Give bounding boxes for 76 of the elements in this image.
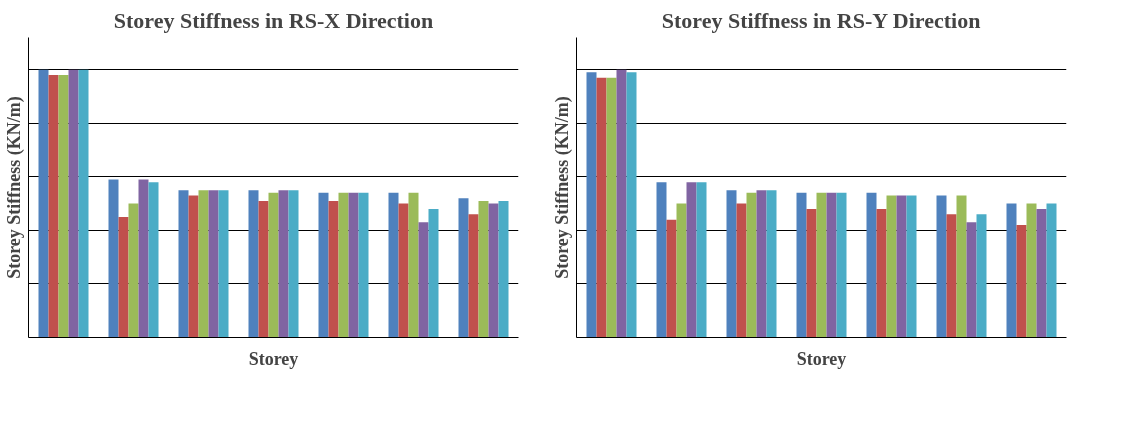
bar xyxy=(268,192,279,338)
bar xyxy=(1026,203,1037,338)
bar xyxy=(726,190,737,338)
bar xyxy=(586,72,597,338)
bar xyxy=(408,192,419,338)
bar xyxy=(1006,203,1017,338)
bar xyxy=(836,192,847,338)
bar xyxy=(1016,225,1027,338)
bar xyxy=(288,190,299,338)
bar xyxy=(756,190,767,338)
bar xyxy=(458,198,469,338)
bar xyxy=(118,216,129,338)
bar xyxy=(1046,203,1057,338)
bar xyxy=(1036,208,1047,338)
y-axis-title: Storey Stiffness (KN/m) xyxy=(551,96,573,279)
chart-title: Storey Stiffness in RS-Y Direction xyxy=(661,7,981,33)
bar xyxy=(198,190,209,338)
bar xyxy=(616,69,627,338)
bar xyxy=(896,195,907,338)
bar xyxy=(58,75,69,338)
bar xyxy=(428,208,439,338)
bar xyxy=(188,195,199,338)
bar xyxy=(258,200,269,338)
bar xyxy=(816,192,827,338)
bar xyxy=(696,182,707,338)
bar xyxy=(218,190,229,338)
x-axis-title: Storey xyxy=(796,348,847,369)
bar xyxy=(468,214,479,338)
bar xyxy=(388,192,399,338)
bar xyxy=(596,77,607,338)
bar xyxy=(398,203,409,338)
bar xyxy=(128,203,139,338)
bar xyxy=(48,75,59,338)
chart-title: Storey Stiffness in RS-X Direction xyxy=(113,7,434,33)
bar xyxy=(418,222,429,338)
bar xyxy=(686,182,697,338)
bar xyxy=(318,192,329,338)
bar xyxy=(796,192,807,338)
bar xyxy=(976,214,987,338)
bar xyxy=(866,192,877,338)
bar xyxy=(766,190,777,338)
bar xyxy=(498,200,509,338)
bar xyxy=(348,192,359,338)
bar xyxy=(148,182,159,338)
bar xyxy=(358,192,369,338)
bar xyxy=(338,192,349,338)
bar xyxy=(248,190,259,338)
bar xyxy=(656,182,667,338)
bar xyxy=(966,222,977,338)
bar xyxy=(886,195,897,338)
bar xyxy=(746,192,757,338)
bar xyxy=(278,190,289,338)
bar xyxy=(956,195,967,338)
bar xyxy=(626,72,637,338)
bar xyxy=(876,208,887,338)
bar xyxy=(38,69,49,338)
bar xyxy=(806,208,817,338)
bar xyxy=(208,190,219,338)
y-axis-title: Storey Stiffness (KN/m) xyxy=(3,96,25,279)
bar xyxy=(906,195,917,338)
bar xyxy=(666,219,677,338)
bar xyxy=(736,203,747,338)
bar xyxy=(946,214,957,338)
bar xyxy=(68,69,79,338)
bar xyxy=(826,192,837,338)
bar xyxy=(676,203,687,338)
bar xyxy=(138,179,149,338)
bar xyxy=(328,200,339,338)
bar xyxy=(488,203,499,338)
bar xyxy=(108,179,119,338)
bar xyxy=(78,69,89,338)
bar xyxy=(606,77,617,338)
bar xyxy=(936,195,947,338)
x-axis-title: Storey xyxy=(248,348,299,369)
bar xyxy=(178,190,189,338)
bar xyxy=(478,200,489,338)
